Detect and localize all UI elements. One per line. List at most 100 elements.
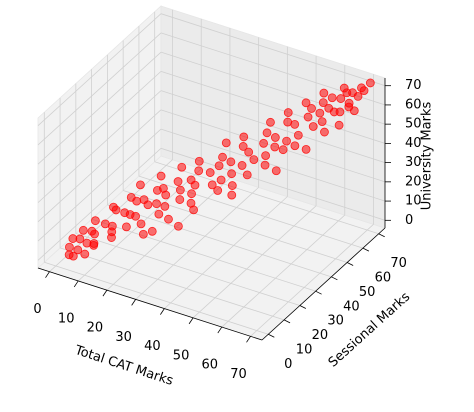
grid-line xyxy=(75,233,300,306)
grid-line xyxy=(37,90,162,203)
point xyxy=(122,222,131,232)
tick-mark xyxy=(73,280,79,288)
point xyxy=(154,209,164,219)
point xyxy=(290,141,300,151)
z-tick-label: 20 xyxy=(405,174,422,189)
point xyxy=(308,122,318,131)
point xyxy=(136,180,145,190)
point xyxy=(283,117,293,127)
point xyxy=(237,161,247,170)
point xyxy=(315,108,325,118)
point xyxy=(205,168,215,177)
panes xyxy=(37,5,386,341)
grid-line xyxy=(138,175,364,249)
points xyxy=(64,78,375,261)
point xyxy=(107,233,116,242)
point xyxy=(90,216,100,226)
point xyxy=(349,106,359,116)
grid-line xyxy=(106,177,231,291)
point xyxy=(213,186,223,195)
grid-line xyxy=(160,128,386,202)
x-tick-label: 20 xyxy=(87,321,104,336)
x-tick-label: 30 xyxy=(115,330,132,345)
point xyxy=(152,199,161,209)
x-tick-label: 70 xyxy=(230,367,247,382)
point xyxy=(64,250,74,260)
point xyxy=(270,133,280,142)
y-tick-label: 50 xyxy=(359,285,376,300)
y-tick-label: 30 xyxy=(327,314,344,329)
point xyxy=(353,92,363,101)
z-tick-label: 60 xyxy=(405,97,422,112)
tick-mark xyxy=(346,262,354,266)
point xyxy=(164,214,173,224)
z-tick-label: 40 xyxy=(405,136,422,151)
grid-line xyxy=(160,51,386,125)
point xyxy=(80,249,90,259)
point xyxy=(152,185,162,195)
point xyxy=(65,242,74,252)
tick-mark xyxy=(217,326,223,334)
grid-line xyxy=(160,90,386,163)
y-tick-label: 0 xyxy=(284,357,292,372)
point xyxy=(73,245,83,255)
point xyxy=(138,229,148,239)
point xyxy=(259,138,268,148)
point xyxy=(365,78,375,88)
point xyxy=(190,180,200,190)
point xyxy=(244,147,254,157)
point xyxy=(227,169,237,179)
tick-mark xyxy=(188,317,194,325)
y-tick-label: 10 xyxy=(296,342,313,357)
point xyxy=(270,142,280,152)
point xyxy=(260,160,270,170)
x-tick-label: 0 xyxy=(33,302,41,317)
grid-line xyxy=(160,71,386,144)
tick-mark xyxy=(378,233,385,238)
point xyxy=(89,240,99,250)
x-tick-label: 50 xyxy=(173,348,190,363)
grid-line xyxy=(192,205,317,319)
point xyxy=(282,136,291,146)
z-tick-label: 30 xyxy=(405,155,422,170)
point xyxy=(359,86,369,96)
grid-line xyxy=(164,196,288,309)
tick-mark xyxy=(268,333,275,338)
point xyxy=(87,226,97,236)
point xyxy=(239,132,249,142)
point xyxy=(318,98,328,107)
point xyxy=(68,234,78,243)
point xyxy=(303,112,313,122)
point xyxy=(139,195,149,204)
grid-line xyxy=(44,261,269,335)
y-axis-line xyxy=(261,227,386,341)
grid-line xyxy=(91,218,316,292)
x-tick-label: 60 xyxy=(202,358,219,373)
grid-line xyxy=(37,109,162,223)
grid-line xyxy=(37,13,162,126)
z-tick-label: 50 xyxy=(405,117,422,132)
tick-mark xyxy=(283,319,291,324)
point xyxy=(187,189,196,199)
grid-line xyxy=(59,247,285,321)
y-axis-label: Sessional Marks xyxy=(326,289,414,370)
point xyxy=(293,130,303,140)
point xyxy=(207,180,217,190)
grid-line xyxy=(37,128,162,242)
point xyxy=(266,117,275,127)
point xyxy=(147,226,157,236)
point xyxy=(227,181,237,190)
point xyxy=(173,177,183,186)
point xyxy=(335,107,345,117)
point xyxy=(320,127,329,137)
z-axis-label: University Marks xyxy=(420,102,435,211)
tick-mark xyxy=(160,308,165,315)
point xyxy=(301,144,311,154)
point xyxy=(194,156,204,166)
point xyxy=(307,104,316,113)
point xyxy=(301,98,311,108)
point xyxy=(242,170,252,180)
z-tick-label: 70 xyxy=(405,78,422,93)
tick-mark xyxy=(315,290,322,295)
grid-line xyxy=(37,71,162,184)
